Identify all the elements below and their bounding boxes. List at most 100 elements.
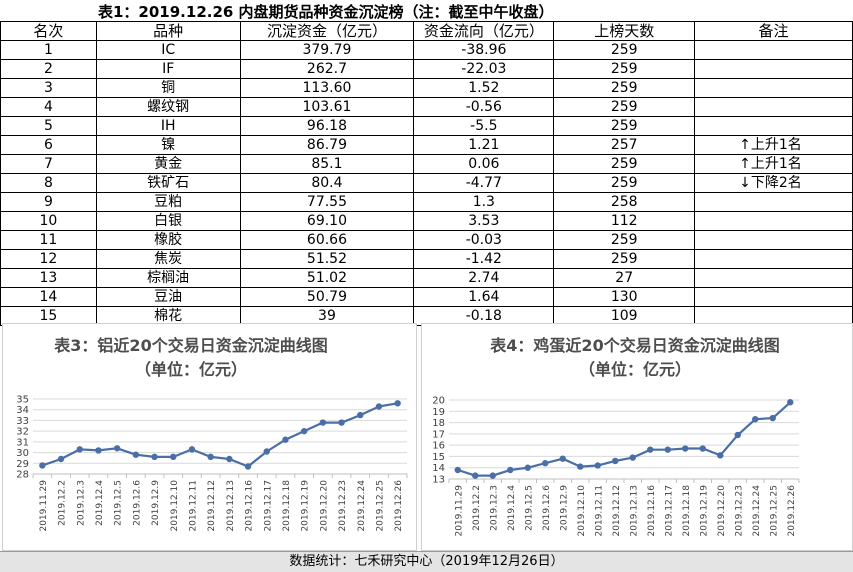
y-tick-label: 28: [16, 470, 29, 481]
cell-rank: 4: [0, 97, 97, 117]
data-point: [95, 447, 102, 454]
data-point: [682, 445, 689, 452]
header-flow: 资金流向（亿元）: [413, 21, 555, 41]
y-tick-label: 14: [432, 463, 445, 474]
x-tick-label: 2019.12.26: [787, 485, 797, 537]
table-row: 6 镍 86.79 1.21 257 ↑上升1名: [0, 135, 853, 155]
cell-note: [694, 116, 853, 136]
table-row: 4 螺纹钢 103.61 -0.56 259: [0, 97, 853, 117]
data-point: [226, 455, 233, 463]
cell-note: ↑上升1名: [694, 154, 853, 174]
cell-product: 豆油: [95, 287, 241, 307]
data-point: [594, 462, 601, 469]
cell-product: 镍: [95, 135, 241, 155]
y-tick-label: 18: [432, 418, 445, 429]
x-tick-label: 2019.12.9: [151, 480, 161, 526]
data-point: [559, 455, 566, 462]
data-point: [132, 451, 140, 458]
cell-product: IH: [95, 116, 241, 136]
x-tick-label: 2019.12.20: [319, 480, 329, 532]
series-line: [457, 401, 792, 477]
data-point: [188, 446, 196, 453]
x-tick-label: 2019.12.3: [489, 485, 499, 531]
x-tick-label: 2019.12.17: [263, 480, 273, 532]
x-tick-label: 2019.12.23: [338, 480, 348, 532]
x-tick-label: 2019.12.12: [612, 485, 622, 537]
cell-rank: 2: [0, 59, 97, 79]
x-tick-label: 2019.12.5: [114, 480, 124, 526]
cell-rank: 3: [0, 78, 97, 98]
cell-note: [694, 78, 853, 98]
x-tick-label: 2019.12.26: [394, 480, 404, 532]
x-tick-label: 2019.12.10: [170, 480, 180, 532]
data-point: [699, 445, 706, 452]
data-point: [282, 436, 289, 443]
cell-days: 259: [553, 154, 696, 174]
cell-product: IF: [95, 59, 241, 79]
data-point: [170, 453, 177, 461]
cell-flow: -22.03: [413, 59, 555, 79]
table-row: 5 IH 96.18 -5.5 259: [0, 116, 853, 136]
data-point: [76, 446, 83, 453]
cell-product: 豆粕: [95, 192, 241, 212]
cell-days: 257: [553, 135, 696, 155]
cell-capital: 51.02: [239, 268, 415, 288]
table-row: 3 铜 113.60 1.52 259: [0, 78, 853, 98]
cell-note: [694, 287, 853, 307]
header-rank: 名次: [0, 21, 97, 41]
data-point: [338, 419, 345, 426]
data-point: [300, 427, 308, 435]
cell-rank: 5: [0, 116, 97, 136]
header-product: 品种: [95, 21, 241, 41]
cell-product: 黄金: [95, 154, 241, 174]
data-point: [542, 460, 549, 467]
cell-days: 259: [553, 116, 696, 136]
data-point: [524, 464, 531, 471]
cell-days: 130: [553, 287, 696, 307]
x-tick-label: 2019.12.25: [769, 485, 779, 537]
x-tick-label: 2019.12.18: [282, 480, 292, 532]
cell-days: 259: [553, 78, 696, 98]
cell-capital: 103.61: [239, 97, 415, 117]
data-point: [244, 463, 252, 470]
y-tick-label: 19: [432, 407, 445, 418]
x-tick-label: 2019.12.16: [647, 485, 657, 537]
y-tick-label: 15: [432, 452, 445, 463]
data-point: [263, 448, 270, 455]
cell-flow: -0.03: [413, 230, 555, 250]
data-point: [769, 414, 776, 422]
cell-days: 27: [553, 268, 696, 288]
x-tick-label: 2019.12.6: [132, 480, 142, 526]
cell-flow: 3.53: [413, 211, 555, 231]
cell-product: 棕榈油: [95, 268, 241, 288]
cell-product: 焦炭: [95, 249, 241, 269]
cell-rank: 8: [0, 173, 97, 193]
ranking-table: 名次 品种 沉淀资金（亿元） 资金流向（亿元） 上榜天数 备注 1 IC 379.7…: [0, 21, 853, 326]
aluminum-chart: 表3：铝近20个交易日资金沉淀曲线图 （单位：亿元） 282930313233343…: [16, 336, 408, 532]
y-tick-label: 35: [16, 395, 29, 406]
table-row: 8 铁矿石 80.4 -4.77 259 ↓下降2名: [0, 173, 853, 193]
cell-rank: 9: [0, 192, 97, 212]
cell-rank: 1: [0, 40, 97, 60]
footer: 数据统计：七禾研究中心（2019年12月26日）: [0, 551, 853, 572]
data-point: [787, 399, 794, 406]
cell-product: 铜: [95, 78, 241, 98]
cell-note: [694, 249, 853, 269]
table-title-row: 表1：2019.12.26 内盘期货品种资金沉淀榜（注：截至中午收盘）: [0, 0, 853, 22]
table-header-row: 名次 品种 沉淀资金（亿元） 资金流向（亿元） 上榜天数 备注: [0, 21, 853, 41]
data-point: [57, 455, 65, 463]
data-point: [612, 457, 619, 465]
x-tick-label: 2019.12.4: [95, 480, 105, 526]
data-point: [454, 466, 461, 474]
cell-note: ↑上升1名: [694, 135, 853, 155]
cell-days: 109: [553, 306, 696, 326]
x-tick-label: 2019.12.10: [577, 485, 587, 537]
chart-subtitle: （单位：亿元）: [579, 360, 691, 379]
chart-title: 表3：铝近20个交易日资金沉淀曲线图: [53, 336, 327, 355]
cell-product: 白银: [95, 211, 241, 231]
chart-subtitle: （单位：亿元）: [135, 360, 247, 379]
data-point: [394, 400, 401, 407]
x-tick-label: 2019.12.2: [58, 480, 68, 526]
x-tick-label: 2019.12.18: [682, 485, 692, 537]
table-row: 12 焦炭 51.52 -1.42 259: [0, 249, 853, 269]
